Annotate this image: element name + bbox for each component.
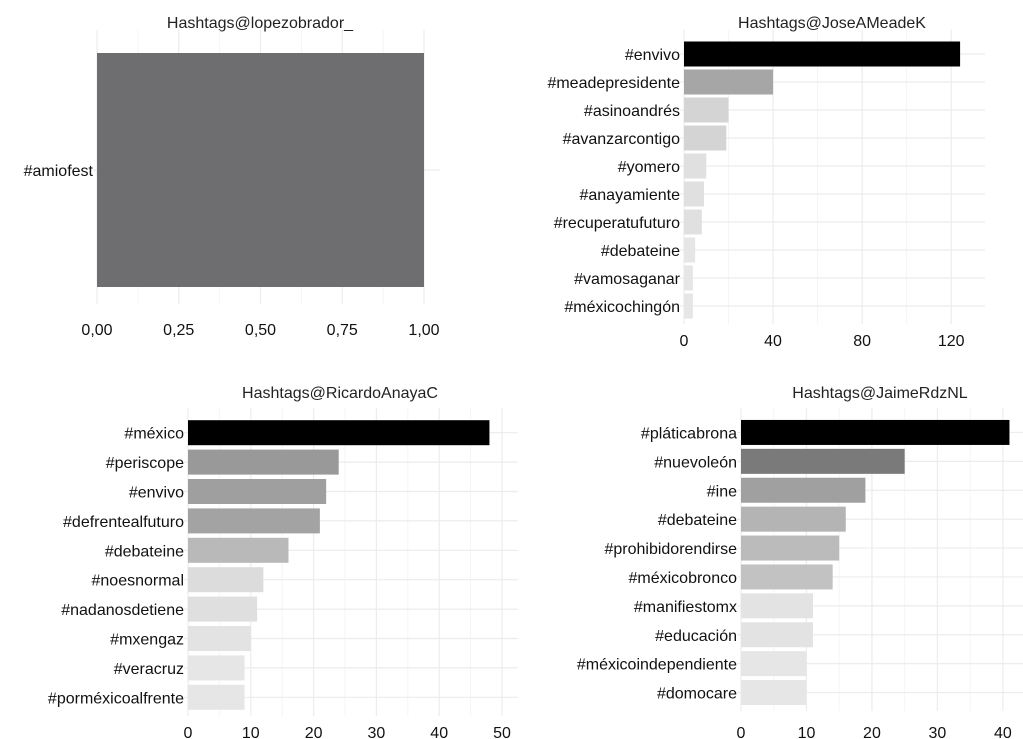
bar bbox=[684, 237, 696, 263]
tick-label: 0 bbox=[680, 333, 689, 350]
bar bbox=[741, 651, 807, 677]
category-label: #nadanosdetiene bbox=[61, 602, 184, 619]
category-label: #méxico bbox=[124, 426, 184, 443]
bar bbox=[741, 593, 814, 619]
tick-label: 10 bbox=[798, 725, 816, 739]
chart-panel-jaimerdznl: Hashtags@JaimeRdzNL #pláticabrona #nuevol… bbox=[577, 385, 1023, 739]
bar bbox=[741, 535, 840, 561]
tick-label: 1,00 bbox=[408, 322, 439, 339]
category-label: #méxicoindependiente bbox=[577, 657, 737, 674]
bar bbox=[684, 125, 727, 151]
category-label: #vamosaganar bbox=[574, 271, 681, 288]
tick-label: 120 bbox=[938, 333, 965, 350]
category-label: #educación bbox=[655, 628, 737, 645]
category-label: #avanzarcontigo bbox=[563, 131, 681, 148]
category-label: #domocare bbox=[657, 686, 737, 703]
bar bbox=[188, 684, 245, 710]
category-label: #veracruz bbox=[114, 661, 184, 678]
tick-label: 0,25 bbox=[163, 322, 194, 339]
tick-label: 20 bbox=[305, 725, 323, 739]
category-label: #debateine bbox=[105, 543, 184, 560]
tick-label: 0 bbox=[737, 725, 746, 739]
bar bbox=[684, 265, 693, 291]
tick-label: 10 bbox=[242, 725, 260, 739]
tick-label: 50 bbox=[493, 725, 511, 739]
bar bbox=[741, 622, 814, 648]
bar bbox=[741, 448, 905, 474]
category-label: #envivo bbox=[625, 47, 680, 64]
bar bbox=[188, 420, 490, 446]
category-label: #asinoandrés bbox=[584, 103, 680, 120]
chart-panel-ricardoanayac: Hashtags@RicardoAnayaC #méxico #periscope… bbox=[48, 385, 518, 739]
bar bbox=[188, 508, 320, 534]
category-label: #pláticabrona bbox=[641, 425, 737, 442]
bar bbox=[684, 209, 702, 235]
tick-label: 30 bbox=[368, 725, 386, 739]
tick-label: 30 bbox=[929, 725, 947, 739]
category-label: #envivo bbox=[129, 485, 184, 502]
category-label: #manifiestomx bbox=[634, 599, 737, 616]
category-label: #amiofest bbox=[24, 163, 94, 180]
bar bbox=[684, 69, 774, 95]
bar bbox=[684, 181, 705, 207]
category-label: #debateine bbox=[658, 512, 737, 529]
category-label: #meadepresidente bbox=[547, 75, 680, 92]
tick-label: 0,00 bbox=[81, 322, 112, 339]
chart-title: Hashtags@RicardoAnayaC bbox=[242, 385, 438, 402]
tick-label: 0,50 bbox=[245, 322, 276, 339]
chart-title: Hashtags@JoseAMeadeK bbox=[738, 15, 926, 32]
category-label: #porméxicoalfrente bbox=[48, 690, 184, 707]
bar bbox=[684, 293, 693, 319]
bar bbox=[684, 41, 961, 67]
tick-label: 0 bbox=[184, 725, 193, 739]
tick-label: 40 bbox=[764, 333, 782, 350]
category-label: #prohibidorendirse bbox=[604, 541, 737, 558]
bar bbox=[741, 680, 807, 706]
bar bbox=[741, 477, 866, 503]
category-label: #noesnormal bbox=[92, 573, 185, 590]
category-label: #nuevoleón bbox=[654, 454, 737, 471]
bar bbox=[188, 449, 339, 475]
bar bbox=[741, 419, 1010, 445]
bar bbox=[188, 567, 264, 593]
bar bbox=[188, 537, 289, 563]
category-label: #méxicochingón bbox=[564, 299, 680, 316]
bar bbox=[97, 53, 424, 287]
bar bbox=[188, 596, 258, 622]
tick-label: 40 bbox=[430, 725, 448, 739]
bar bbox=[684, 153, 707, 179]
category-label: #debateine bbox=[601, 243, 680, 260]
bar bbox=[741, 506, 846, 532]
tick-label: 80 bbox=[853, 333, 871, 350]
category-label: #méxicobronco bbox=[629, 570, 738, 587]
category-label: #yomero bbox=[618, 159, 680, 176]
category-label: #mxengaz bbox=[110, 632, 184, 649]
category-label: #defrentealfuturo bbox=[63, 514, 184, 531]
tick-label: 40 bbox=[994, 725, 1012, 739]
bar bbox=[188, 479, 327, 504]
category-label: #periscope bbox=[106, 455, 184, 472]
category-label: #anayamiente bbox=[579, 187, 680, 204]
tick-label: 0,75 bbox=[327, 322, 358, 339]
bar bbox=[188, 655, 245, 681]
chart-panel-lopezobrador: Hashtags@lopezobrador_ #amiofest 0,00 0,25… bbox=[24, 15, 440, 339]
chart-title: Hashtags@JaimeRdzNL bbox=[792, 385, 968, 402]
bar bbox=[684, 97, 729, 123]
chart-title: Hashtags@lopezobrador_ bbox=[167, 15, 354, 32]
bar bbox=[741, 564, 833, 590]
category-label: #recuperatufuturo bbox=[554, 215, 680, 232]
category-label: #ine bbox=[707, 483, 737, 500]
chart-panel-joseameadek: Hashtags@JoseAMeadeK #envivo #meadepresid… bbox=[547, 15, 985, 350]
tick-label: 20 bbox=[863, 725, 881, 739]
bar bbox=[188, 626, 251, 651]
